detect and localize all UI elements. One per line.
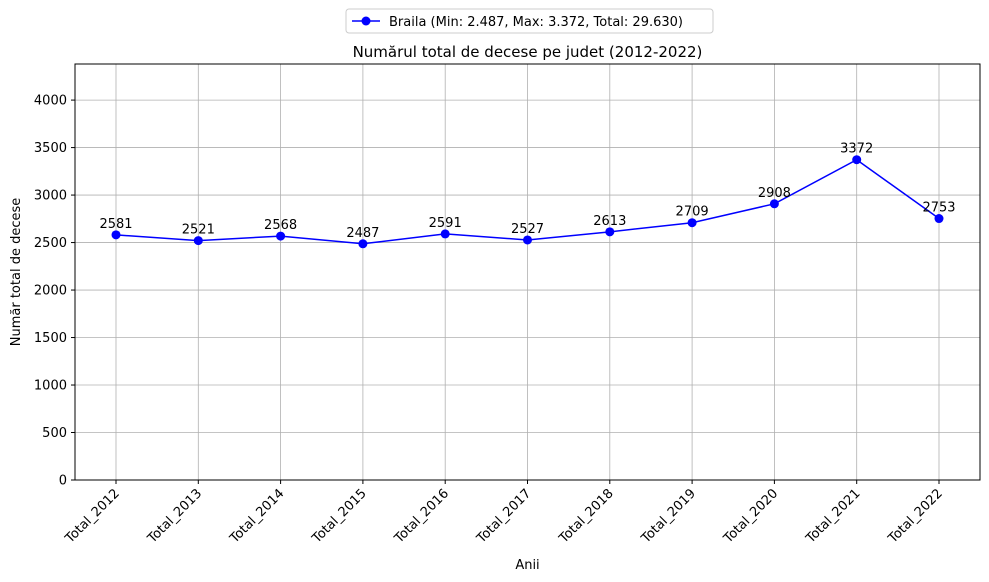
y-tick-label: 1500: [34, 331, 67, 346]
x-tick-label: Total_2019: [638, 486, 699, 547]
data-point: [193, 236, 203, 246]
data-point: [769, 199, 779, 209]
y-tick-label: 1000: [34, 379, 67, 394]
x-tick-label: Total_2022: [885, 486, 946, 547]
data-point: [111, 230, 121, 240]
data-label: 2591: [429, 216, 462, 231]
axis-ticks: 0 500 1000 1500 2000 2500 3000 3500 4000 Total_20…: [34, 94, 946, 547]
y-tick-label: 500: [42, 426, 67, 441]
x-tick-label: Total_2017: [474, 486, 535, 547]
series-layer: 2581 2521 2568 2487 2591 2527 2613 2709 2908 3372…: [99, 142, 956, 249]
y-tick-label: 2500: [34, 236, 67, 251]
data-label: 2581: [99, 217, 132, 232]
x-axis-label: Anii: [515, 558, 539, 573]
legend-box: [345, 8, 714, 34]
grid-lines: [75, 64, 980, 481]
x-tick-label: Total_2014: [227, 486, 288, 547]
x-tick-label: Total_2016: [391, 486, 452, 547]
x-tick-label: Total_2015: [309, 486, 370, 547]
data-label: 2521: [182, 223, 215, 238]
legend-entry-label: Braila (Min: 2.487, Max: 3.372, Total: 2…: [389, 15, 683, 30]
x-tick-label: Total_2018: [556, 486, 617, 547]
data-label: 2908: [758, 186, 791, 201]
data-label: 2527: [511, 222, 544, 237]
data-label: 3372: [840, 142, 873, 157]
data-label: 2709: [676, 205, 709, 220]
data-point: [934, 214, 944, 224]
y-axis-label: Număr total de decese: [9, 198, 24, 346]
y-tick-label: 0: [59, 474, 67, 489]
data-point: [523, 235, 532, 245]
y-tick-label: 3000: [34, 189, 67, 204]
data-label: 2487: [346, 226, 379, 241]
data-point: [358, 239, 368, 249]
y-tick-label: 2000: [34, 284, 67, 299]
data-point: [687, 218, 697, 228]
legend-marker-swatch: [361, 16, 371, 26]
legend: Braila (Min: 2.487, Max: 3.372, Total: 2…: [345, 8, 714, 34]
data-point: [852, 155, 862, 165]
data-label: 2568: [264, 218, 297, 233]
x-tick-label: Total_2013: [144, 486, 205, 547]
chart-title: Numărul total de decese pe judet (2012-2…: [353, 43, 703, 61]
x-tick-label: Total_2020: [720, 486, 781, 547]
data-point: [276, 231, 286, 241]
data-label: 2753: [922, 201, 955, 216]
data-point: [605, 227, 615, 237]
data-label: 2613: [593, 214, 626, 229]
data-point: [440, 229, 450, 239]
y-tick-label: 4000: [34, 94, 67, 109]
x-tick-label: Total_2021: [803, 486, 864, 547]
x-tick-label: Total_2012: [62, 486, 123, 547]
y-tick-label: 3500: [34, 141, 67, 156]
